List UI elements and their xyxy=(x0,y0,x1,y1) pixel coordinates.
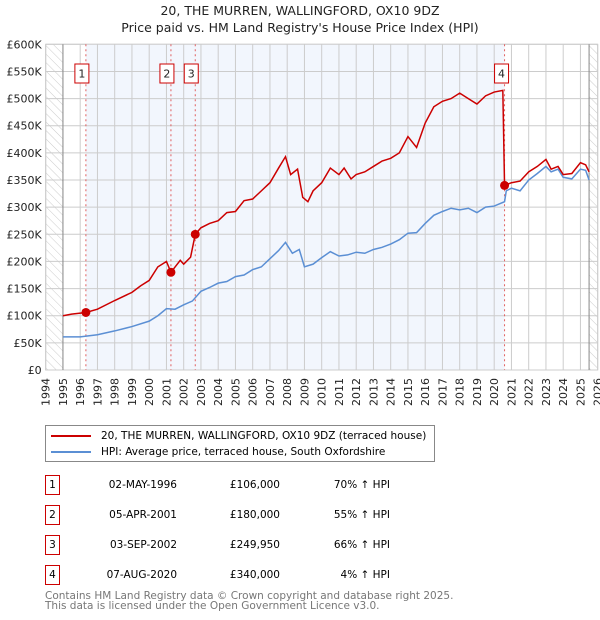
chart-subtitle: Price paid vs. HM Land Registry's House … xyxy=(121,20,479,35)
transaction-hpi-change: 66% ↑ HPI xyxy=(333,539,390,551)
sale-point xyxy=(190,229,200,239)
y-tick-label: £250K xyxy=(6,228,42,241)
transaction-number-badge: 2 xyxy=(45,505,60,525)
footer-licence: This data is licensed under the Open Gov… xyxy=(45,600,380,612)
transaction-hpi-change: 4% ↑ HPI xyxy=(340,569,390,581)
transaction-row: 3 03-SEP-2002 £249,950 66% ↑ HPI xyxy=(45,535,465,555)
transaction-date: 02-MAY-1996 xyxy=(108,479,177,491)
x-tick-label: 1998 xyxy=(109,378,122,406)
x-tick-label: 2009 xyxy=(298,378,311,406)
y-tick-label: £0 xyxy=(28,364,42,377)
x-tick-label: 2017 xyxy=(436,378,449,406)
y-tick-label: £600K xyxy=(6,38,42,51)
y-tick-label: £200K xyxy=(6,255,42,268)
x-tick-label: 1997 xyxy=(91,378,104,406)
x-tick-label: 1996 xyxy=(74,378,87,406)
transaction-number-badge: 4 xyxy=(45,565,60,585)
chart-title: 20, THE MURREN, WALLINGFORD, OX10 9DZ xyxy=(160,3,440,18)
x-tick-label: 2015 xyxy=(402,378,415,406)
y-tick-label: £100K xyxy=(6,310,42,323)
x-tick-label: 2023 xyxy=(540,378,553,406)
x-tick-label: 2011 xyxy=(333,378,346,406)
x-tick-label: 2026 xyxy=(592,378,600,406)
y-tick-label: £550K xyxy=(6,65,42,78)
transaction-date: 05-APR-2001 xyxy=(109,509,177,521)
x-tick-label: 2008 xyxy=(281,378,294,406)
price-chart: 1994 1995 1996 1997 1998 1999 2000 2001 2002 2003… xyxy=(6,38,600,406)
x-tick-label: 2002 xyxy=(178,378,191,406)
transaction-number-badge: 3 xyxy=(45,535,60,555)
transaction-number-badge: 1 xyxy=(45,475,60,495)
legend-label: 20, THE MURREN, WALLINGFORD, OX10 9DZ (t… xyxy=(101,430,427,442)
sale-point xyxy=(166,267,176,277)
transaction-price: £340,000 xyxy=(229,569,280,581)
legend-label: HPI: Average price, terraced house, Sout… xyxy=(101,446,386,458)
y-tick-label: £300K xyxy=(6,201,42,214)
transaction-price: £106,000 xyxy=(229,479,280,491)
sale-number-box xyxy=(183,63,199,84)
x-tick-label: 2019 xyxy=(471,378,484,406)
y-tick-label: £350K xyxy=(6,174,42,187)
x-tick-label: 1994 xyxy=(40,378,53,406)
transaction-row: 1 02-MAY-1996 £106,000 70% ↑ HPI xyxy=(45,475,465,495)
x-tick-label: 1999 xyxy=(126,378,139,406)
transaction-price: £180,000 xyxy=(229,509,280,521)
footer-copyright: Contains HM Land Registry data © Crown c… xyxy=(45,590,454,602)
legend-swatch-blue xyxy=(51,451,91,453)
y-tick-label: £500K xyxy=(6,93,42,106)
x-tick-label: 2005 xyxy=(229,378,242,406)
sale-number-box xyxy=(159,63,175,84)
x-tick-label: 2001 xyxy=(160,378,173,406)
x-tick-label: 2013 xyxy=(367,378,380,406)
transaction-hpi-change: 55% ↑ HPI xyxy=(333,509,390,521)
legend-swatch-red xyxy=(51,435,91,437)
x-tick-label: 2003 xyxy=(195,378,208,406)
x-tick-label: 2020 xyxy=(488,378,501,406)
transaction-price: £249,950 xyxy=(229,539,280,551)
series-line xyxy=(62,165,590,338)
sale-point xyxy=(81,307,91,317)
x-tick-label: 2016 xyxy=(419,378,432,406)
x-tick-label: 2018 xyxy=(454,378,467,406)
transaction-row: 2 05-APR-2001 £180,000 55% ↑ HPI xyxy=(45,505,465,525)
transaction-date: 03-SEP-2002 xyxy=(109,539,177,551)
sale-number-box xyxy=(494,63,510,84)
sale-number-label: 3 xyxy=(188,68,195,81)
y-tick-label: £50K xyxy=(13,337,42,350)
x-tick-label: 2012 xyxy=(350,378,363,406)
y-tick-label: £450K xyxy=(6,120,42,133)
x-tick-label: 2000 xyxy=(143,378,156,406)
series-line xyxy=(62,89,590,317)
x-tick-label: 2010 xyxy=(316,378,329,406)
y-tick-label: £400K xyxy=(6,147,42,160)
legend-item-hpi: HPI: Average price, terraced house, Sout… xyxy=(46,444,385,460)
x-tick-label: 2006 xyxy=(247,378,260,406)
x-tick-label: 2025 xyxy=(574,378,587,406)
y-tick-label: £150K xyxy=(6,283,42,296)
x-tick-label: 2021 xyxy=(505,378,518,406)
sale-number-label: 1 xyxy=(78,68,85,81)
legend: 20, THE MURREN, WALLINGFORD, OX10 9DZ (t… xyxy=(45,425,435,462)
x-tick-label: 2004 xyxy=(212,378,225,406)
sale-number-box xyxy=(74,63,90,84)
x-tick-label: 2014 xyxy=(385,378,398,406)
x-tick-label: 1995 xyxy=(57,378,70,406)
transaction-date: 07-AUG-2020 xyxy=(106,569,177,581)
transaction-hpi-change: 70% ↑ HPI xyxy=(333,479,390,491)
legend-item-property: 20, THE MURREN, WALLINGFORD, OX10 9DZ (t… xyxy=(46,428,426,444)
sale-point xyxy=(500,180,510,190)
x-tick-label: 2022 xyxy=(523,378,536,406)
x-tick-label: 2024 xyxy=(557,378,570,406)
sale-number-label: 2 xyxy=(163,68,170,81)
transaction-row: 4 07-AUG-2020 £340,000 4% ↑ HPI xyxy=(45,565,465,585)
x-tick-label: 2007 xyxy=(264,378,277,406)
sale-number-label: 4 xyxy=(498,68,505,81)
